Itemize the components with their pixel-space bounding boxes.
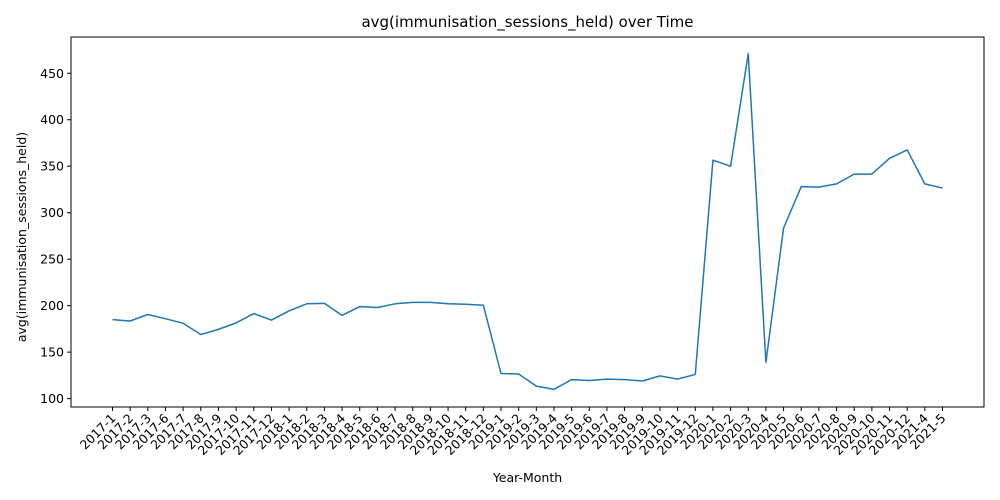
x-axis-label: Year-Month bbox=[492, 470, 562, 485]
y-tick-label: 350 bbox=[40, 159, 64, 174]
axes-frame bbox=[70, 36, 985, 408]
y-tick-label: 400 bbox=[40, 112, 64, 127]
y-tick-label: 200 bbox=[40, 298, 64, 313]
y-tick-label: 250 bbox=[40, 252, 64, 267]
y-axis-ticks: 100 150 200 250 300 350 400 450 bbox=[40, 66, 71, 406]
y-axis-label: avg(immunisation_sessions_held) bbox=[14, 132, 29, 342]
y-tick-label: 150 bbox=[40, 345, 64, 360]
chart-title: avg(immunisation_sessions_held) over Tim… bbox=[361, 13, 693, 32]
y-tick-label: 300 bbox=[40, 205, 64, 220]
data-series-line bbox=[112, 52, 943, 391]
plot-area bbox=[70, 36, 985, 408]
y-tick-label: 450 bbox=[40, 66, 64, 81]
y-tick-label: 100 bbox=[40, 391, 64, 406]
